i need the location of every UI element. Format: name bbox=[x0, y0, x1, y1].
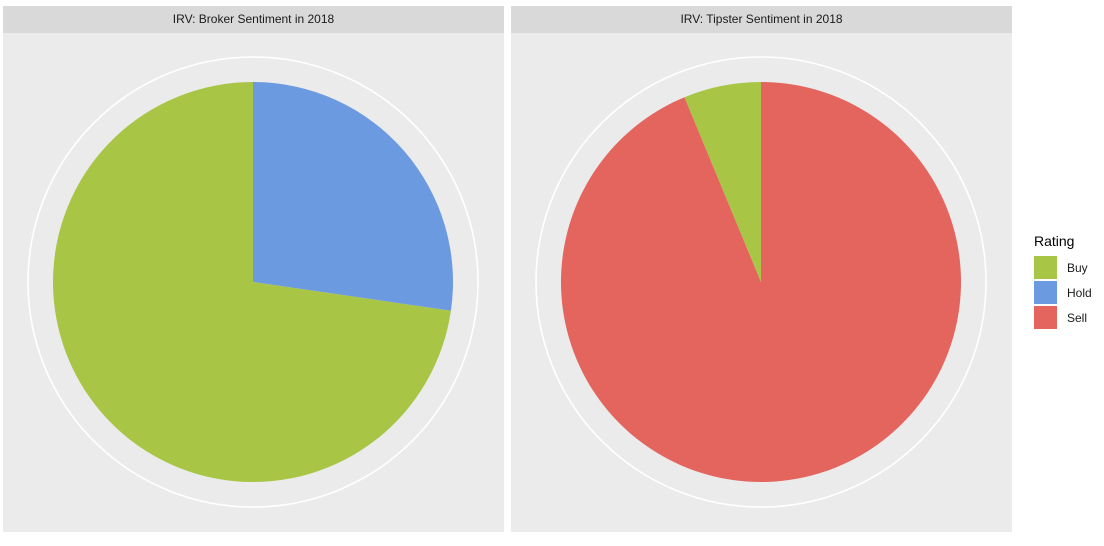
legend-item-buy: Buy bbox=[1034, 255, 1092, 280]
pie-slice-sell bbox=[560, 82, 961, 483]
tipster-panel: IRV: Tipster Sentiment in 2018 bbox=[511, 6, 1012, 532]
tipster-panel-title: IRV: Tipster Sentiment in 2018 bbox=[511, 6, 1012, 33]
legend-swatch-buy bbox=[1034, 256, 1057, 279]
pie-slice-buy bbox=[53, 82, 451, 483]
legend-item-sell: Sell bbox=[1034, 305, 1092, 330]
legend-item-hold: Hold bbox=[1034, 280, 1092, 305]
legend-title: Rating bbox=[1034, 233, 1075, 249]
legend: Rating Buy Hold Sell bbox=[1034, 233, 1092, 330]
broker-pie-chart bbox=[27, 56, 479, 508]
pie-slice-hold bbox=[253, 82, 453, 311]
tipster-pie-chart bbox=[535, 56, 987, 508]
legend-swatch-hold bbox=[1034, 281, 1057, 304]
legend-swatch-sell bbox=[1034, 306, 1057, 329]
pie-slice-buy bbox=[684, 82, 761, 282]
broker-panel-title: IRV: Broker Sentiment in 2018 bbox=[3, 6, 504, 33]
broker-panel: IRV: Broker Sentiment in 2018 bbox=[3, 6, 504, 532]
